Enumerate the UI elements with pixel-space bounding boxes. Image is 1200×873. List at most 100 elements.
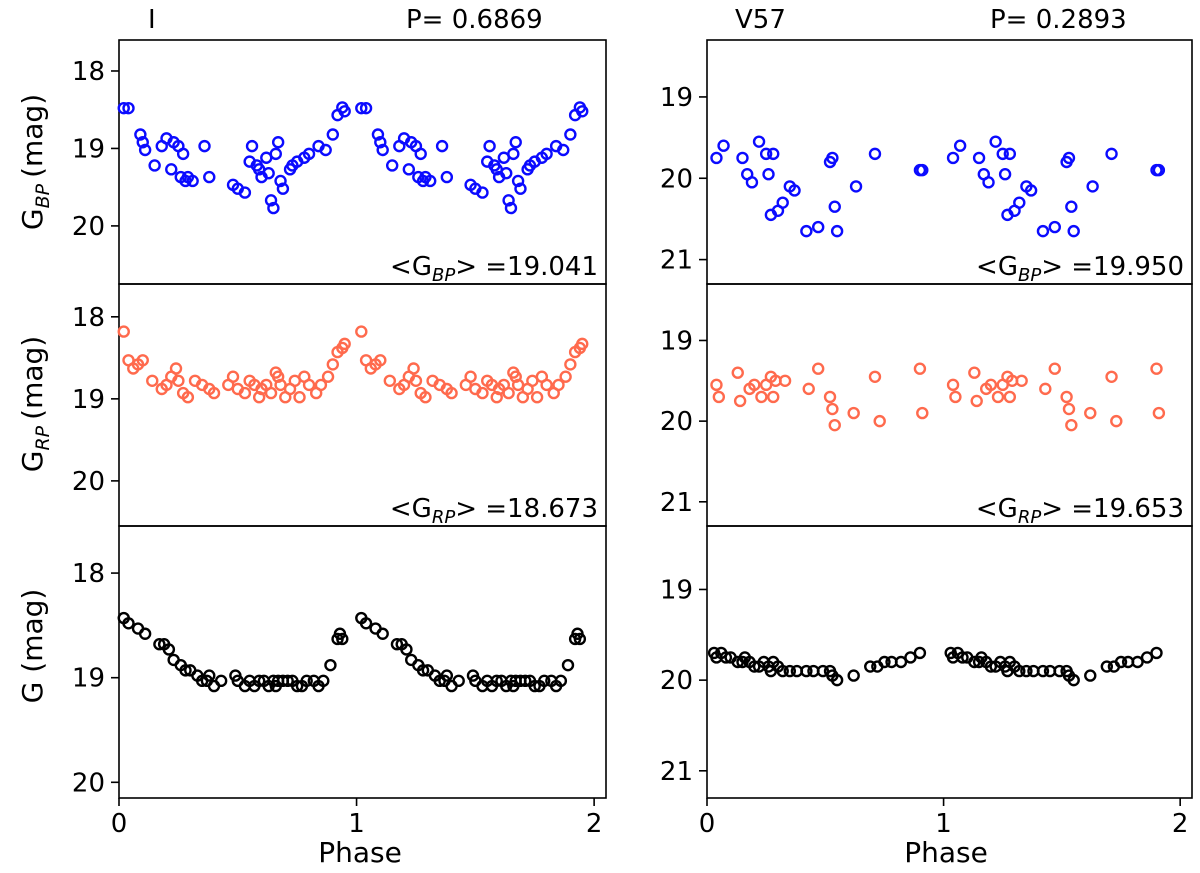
data-point-col1-bp <box>868 147 882 161</box>
data-point-col1-rp <box>949 390 962 404</box>
data-point-col1-rp <box>916 406 929 420</box>
data-point-col0-bp <box>245 139 259 153</box>
data-point-col0-rp <box>530 391 544 404</box>
data-point-col1-rp <box>755 390 768 404</box>
data-point-col0-bp <box>483 139 496 153</box>
data-point-col1-bp <box>710 151 723 165</box>
data-point-col1-g <box>783 664 797 678</box>
x-tick-label-col0: 1 <box>348 809 365 839</box>
data-point-col0-bp <box>134 128 147 141</box>
data-point-col1-bp <box>776 196 789 209</box>
data-point-col1-bp <box>752 135 766 148</box>
data-point-col1-bp <box>989 135 1002 148</box>
ylabel-g: G (mag) <box>16 589 49 704</box>
ylabel-gbp: GBP(mag) <box>16 94 54 230</box>
data-point-col1-g <box>894 655 908 669</box>
data-point-col0-bp <box>176 147 190 161</box>
data-point-col0-g <box>336 632 349 646</box>
data-point-col0-g <box>573 632 587 646</box>
data-point-col0-rp <box>552 378 565 392</box>
period-label-right: P= 0.2893 <box>990 5 1127 35</box>
data-point-col0-bp <box>138 143 152 157</box>
data-point-col0-rp <box>136 354 149 367</box>
panel-frame-col1-rp <box>706 283 1193 527</box>
data-point-col0-rp <box>383 374 397 387</box>
data-point-col1-rp <box>733 394 747 408</box>
data-point-col0-bp <box>203 170 216 184</box>
data-point-col1-g <box>1100 660 1114 673</box>
data-point-col0-bp <box>267 201 280 215</box>
x-tick-label-col1: 0 <box>699 809 716 839</box>
data-point-col0-g <box>519 674 532 688</box>
data-point-col1-rp <box>1110 414 1123 428</box>
data-point-col1-rp <box>767 390 780 404</box>
data-point-col0-g <box>490 674 503 688</box>
data-point-col0-g <box>359 617 373 630</box>
data-point-col1-bp <box>717 139 730 152</box>
data-point-col1-bp <box>830 224 844 238</box>
data-point-col1-g <box>847 669 860 682</box>
data-point-col0-bp <box>198 139 211 153</box>
y-tick-label-col0-rp: 19 <box>72 385 105 415</box>
data-point-col0-bp <box>276 182 290 195</box>
data-point-col0-bp <box>502 194 515 207</box>
data-point-col0-rp <box>564 358 577 371</box>
data-point-col1-rp <box>1003 390 1017 404</box>
data-point-col0-bp <box>326 128 340 141</box>
y-tick-label-col1-bp: 19 <box>660 83 693 113</box>
data-point-col1-rp <box>984 378 998 392</box>
mean-label-col0-bp: <GBP> =19.041 <box>390 252 598 286</box>
data-point-col1-rp <box>802 382 815 396</box>
data-point-col0-rp <box>338 337 351 351</box>
xlabel-right: Phase <box>904 836 988 869</box>
panel-frame-col1-g <box>706 525 1193 799</box>
y-tick-label-col1-rp: 19 <box>660 326 693 356</box>
data-point-col1-rp <box>1048 362 1061 375</box>
data-point-col1-bp <box>849 180 863 193</box>
data-point-col0-g <box>281 674 294 688</box>
data-point-col1-g <box>816 664 830 678</box>
data-point-col1-rp <box>710 378 723 392</box>
data-point-col0-g <box>300 674 313 688</box>
y-tick-label-col0-rp: 18 <box>72 303 105 333</box>
panel-frame-col0-rp <box>118 283 607 527</box>
data-point-col0-g <box>538 674 551 688</box>
data-point-col0-bp <box>269 147 282 161</box>
data-point-col0-g <box>416 664 430 677</box>
data-point-col1-rp <box>823 390 837 404</box>
data-point-col0-bp <box>136 136 149 149</box>
data-point-col1-g <box>1150 646 1163 660</box>
data-point-col0-g <box>324 658 337 672</box>
data-point-col0-rp <box>226 370 240 383</box>
data-point-col1-rp <box>712 390 726 404</box>
data-point-col1-g <box>800 664 813 678</box>
data-point-col1-g <box>904 651 917 664</box>
data-point-col1-rp <box>828 418 841 432</box>
data-point-col1-rp <box>826 402 839 416</box>
data-point-col0-bp <box>557 143 570 157</box>
data-point-col0-g <box>528 679 541 693</box>
data-point-col1-g <box>748 660 761 673</box>
y-tick-label-col0-g: 19 <box>72 664 105 694</box>
data-point-col1-rp <box>1065 418 1078 432</box>
data-point-col0-bp <box>509 136 522 149</box>
data-point-col1-rp <box>1084 406 1097 420</box>
data-point-col0-bp <box>274 174 287 188</box>
data-point-col1-rp <box>946 378 960 392</box>
data-point-col1-bp <box>767 147 780 161</box>
star-label-left: I <box>148 5 156 35</box>
data-point-col0-rp <box>502 386 515 400</box>
y-tick-label-col1-bp: 20 <box>660 164 693 194</box>
y-tick-label-col1-rp: 21 <box>660 488 693 518</box>
data-point-col0-rp <box>476 386 489 400</box>
data-point-col0-bp <box>424 174 437 188</box>
data-point-col1-bp <box>736 151 749 165</box>
data-point-col0-rp <box>559 370 572 383</box>
x-tick-label-col1: 1 <box>935 809 952 839</box>
data-point-col0-bp <box>271 136 285 149</box>
data-point-col1-g <box>1067 673 1080 687</box>
ylabel-grp: GRP(mag) <box>16 336 54 472</box>
data-point-col1-rp <box>991 390 1005 404</box>
data-point-col1-rp <box>748 378 761 392</box>
mean-label-col1-rp: <GRP> =19.653 <box>976 494 1184 528</box>
